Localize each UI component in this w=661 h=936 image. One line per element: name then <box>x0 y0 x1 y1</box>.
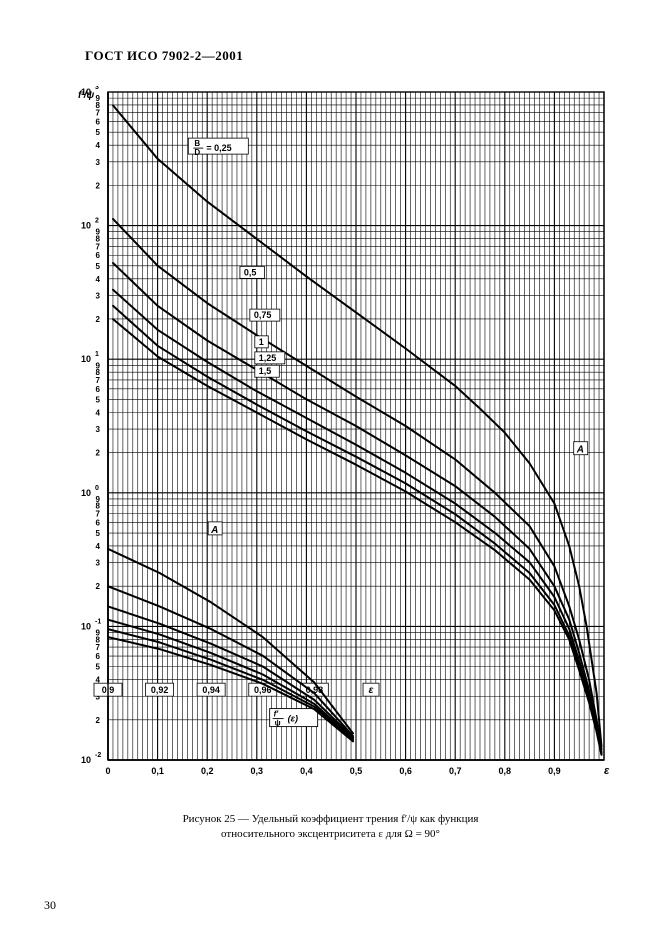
svg-text:5: 5 <box>96 128 101 137</box>
svg-text:ε: ε <box>604 765 610 777</box>
svg-text:ψ: ψ <box>275 719 281 728</box>
svg-text:A: A <box>576 445 584 456</box>
caption-line-2: относительного эксцентриситета ε для Ω =… <box>221 828 440 840</box>
svg-text:0,9: 0,9 <box>548 766 561 776</box>
svg-text:7: 7 <box>96 376 101 385</box>
svg-text:7: 7 <box>96 109 101 118</box>
svg-text:5: 5 <box>96 529 101 538</box>
svg-text:5: 5 <box>96 663 101 672</box>
svg-text:ε: ε <box>369 685 374 696</box>
svg-text:0: 0 <box>95 485 99 492</box>
svg-text:0,6: 0,6 <box>399 766 412 776</box>
svg-text:1,25: 1,25 <box>259 353 277 363</box>
svg-text:-2: -2 <box>95 752 101 759</box>
svg-text:(ε): (ε) <box>288 714 298 724</box>
svg-text:4: 4 <box>96 141 101 150</box>
svg-text:A: A <box>210 525 218 536</box>
svg-text:0: 0 <box>105 766 110 776</box>
svg-text:6: 6 <box>96 652 101 661</box>
figure-caption: Рисунок 25 — Удельный коэффициент трения… <box>0 812 661 842</box>
svg-text:6: 6 <box>96 518 101 527</box>
svg-text:2: 2 <box>96 716 101 725</box>
svg-text:0,4: 0,4 <box>300 766 313 776</box>
svg-text:0,3: 0,3 <box>251 766 264 776</box>
svg-text:10: 10 <box>81 488 91 498</box>
svg-text:10: 10 <box>81 221 91 231</box>
svg-text:2: 2 <box>96 315 101 324</box>
svg-text:5: 5 <box>96 395 101 404</box>
svg-text:2: 2 <box>96 449 101 458</box>
svg-text:10: 10 <box>81 354 91 364</box>
svg-text:0,8: 0,8 <box>499 766 512 776</box>
svg-text:6: 6 <box>96 385 101 394</box>
svg-text:4: 4 <box>96 542 101 551</box>
svg-text:9: 9 <box>96 361 101 370</box>
svg-text:6: 6 <box>96 118 101 127</box>
svg-text:0,5: 0,5 <box>244 267 257 277</box>
svg-text:2: 2 <box>96 582 101 591</box>
svg-text:6: 6 <box>96 251 101 260</box>
svg-text:2: 2 <box>95 218 99 225</box>
svg-text:= 0,25: = 0,25 <box>206 143 231 153</box>
svg-text:3: 3 <box>96 158 101 167</box>
svg-text:f′/ψ: f′/ψ <box>78 90 95 101</box>
svg-text:3: 3 <box>95 86 99 91</box>
svg-text:7: 7 <box>96 242 101 251</box>
svg-text:B: B <box>194 139 200 148</box>
svg-text:5: 5 <box>96 262 101 271</box>
svg-text:0,94: 0,94 <box>202 685 220 695</box>
svg-text:4: 4 <box>96 275 101 284</box>
svg-text:0,92: 0,92 <box>151 685 169 695</box>
svg-text:0,1: 0,1 <box>151 766 164 776</box>
svg-text:9: 9 <box>96 228 101 237</box>
svg-text:1: 1 <box>259 337 264 347</box>
chart-svg: 00,10,20,30,40,50,60,70,80,9ε10-22345678… <box>68 86 612 786</box>
svg-text:2: 2 <box>96 181 101 190</box>
svg-text:7: 7 <box>96 509 101 518</box>
svg-text:3: 3 <box>96 425 101 434</box>
svg-text:1,5: 1,5 <box>259 366 272 376</box>
page: ГОСТ ИСО 7902-2—2001 0 0,1 0,2 0,3 0,4 0,5 0,6… <box>0 0 661 936</box>
standard-header: ГОСТ ИСО 7902-2—2001 <box>85 48 243 64</box>
svg-text:3: 3 <box>96 291 101 300</box>
svg-text:7: 7 <box>96 643 101 652</box>
chart-area: 00,10,20,30,40,50,60,70,80,9ε10-22345678… <box>68 86 612 786</box>
svg-text:3: 3 <box>96 559 101 568</box>
svg-text:9: 9 <box>96 94 101 103</box>
svg-text:4: 4 <box>96 408 101 417</box>
svg-text:10: 10 <box>81 621 91 631</box>
svg-text:0,2: 0,2 <box>201 766 214 776</box>
svg-text:0,5: 0,5 <box>350 766 363 776</box>
caption-line-1: Рисунок 25 — Удельный коэффициент трения… <box>183 813 479 825</box>
svg-text:D: D <box>194 148 200 157</box>
svg-text:9: 9 <box>96 495 101 504</box>
svg-text:0,75: 0,75 <box>254 310 272 320</box>
svg-text:10: 10 <box>81 755 91 765</box>
page-number: 30 <box>44 898 56 913</box>
svg-text:-1: -1 <box>95 618 101 625</box>
svg-text:9: 9 <box>96 629 101 638</box>
svg-text:1: 1 <box>95 351 99 358</box>
svg-text:0,7: 0,7 <box>449 766 462 776</box>
